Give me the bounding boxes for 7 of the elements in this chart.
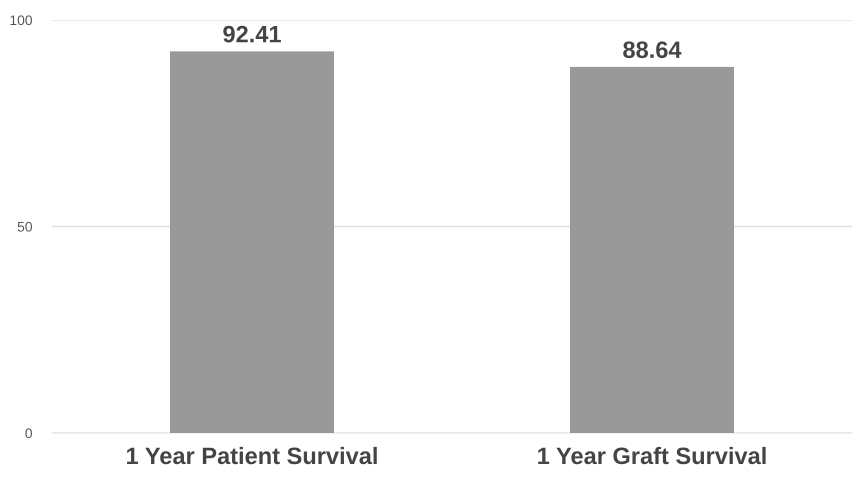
x-tick-label: 1 Year Graft Survival <box>538 446 766 464</box>
y-tick-label: 100 <box>10 15 32 26</box>
y-tick-label: 50 <box>18 222 32 232</box>
data-label: 92.41 <box>223 26 281 43</box>
data-label: 88.64 <box>623 41 682 58</box>
x-tick-label: 1 Year Patient Survival <box>127 446 377 464</box>
y-tick-label: 0 <box>25 428 32 438</box>
